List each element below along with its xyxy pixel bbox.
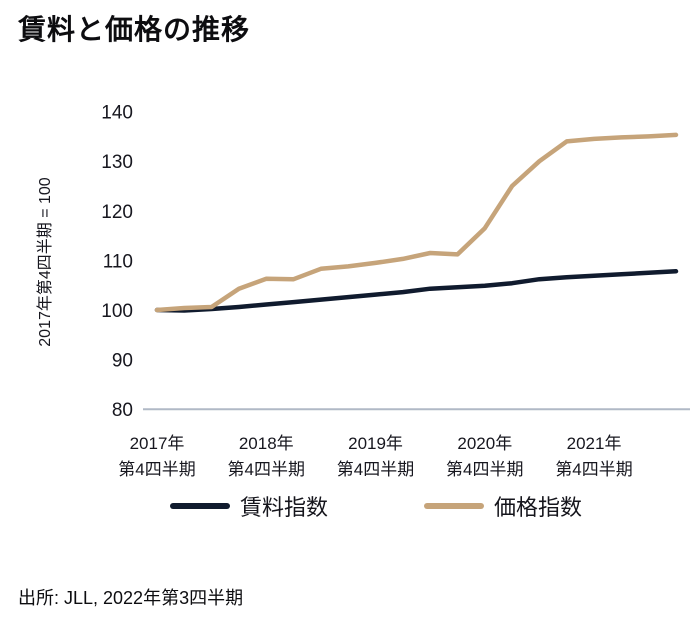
x-tick-label-quarter: 第4四半期: [555, 460, 632, 479]
legend-label-price: 価格指数: [494, 495, 583, 520]
y-tick-label: 120: [101, 202, 133, 223]
legend-item-rent: 賃料指数: [169, 490, 328, 522]
y-tick-label: 110: [103, 251, 133, 272]
source-note: 出所: JLL, 2022年第3四半期: [18, 588, 244, 608]
x-tick-label-quarter: 第4四半期: [337, 460, 414, 479]
y-tick-label: 130: [101, 152, 133, 173]
x-tick-label-year: 2018年: [239, 434, 294, 453]
y-tick-label: 90: [112, 351, 133, 372]
price-line-swatch-icon: [424, 503, 484, 509]
legend-item-price: 価格指数: [424, 490, 582, 522]
x-tick-label-year: 2021年: [567, 434, 622, 453]
rent-index-line: [154, 269, 679, 313]
legend-label-rent: 賃料指数: [239, 495, 328, 520]
x-tick-label-year: 2019年: [348, 434, 403, 453]
x-tick-label-quarter: 第4四半期: [118, 460, 195, 479]
y-axis-title: 2017年第4四半期 = 100: [36, 177, 54, 347]
x-tick-label-year: 2017年: [130, 434, 185, 453]
price-index-line: [154, 132, 679, 313]
y-tick-label: 140: [101, 103, 133, 124]
y-tick-label: 100: [101, 301, 133, 322]
x-tick-label-quarter: 第4四半期: [228, 460, 305, 479]
y-tick-label: 80: [112, 400, 133, 421]
chart-legend: 賃料指数 価格指数: [26, 490, 700, 522]
x-tick-label-quarter: 第4四半期: [446, 460, 523, 479]
rent-line-swatch-icon: [169, 503, 230, 509]
x-tick-label-year: 2020年: [457, 434, 512, 453]
chart-title: 賃料と価格の推移: [18, 14, 251, 45]
